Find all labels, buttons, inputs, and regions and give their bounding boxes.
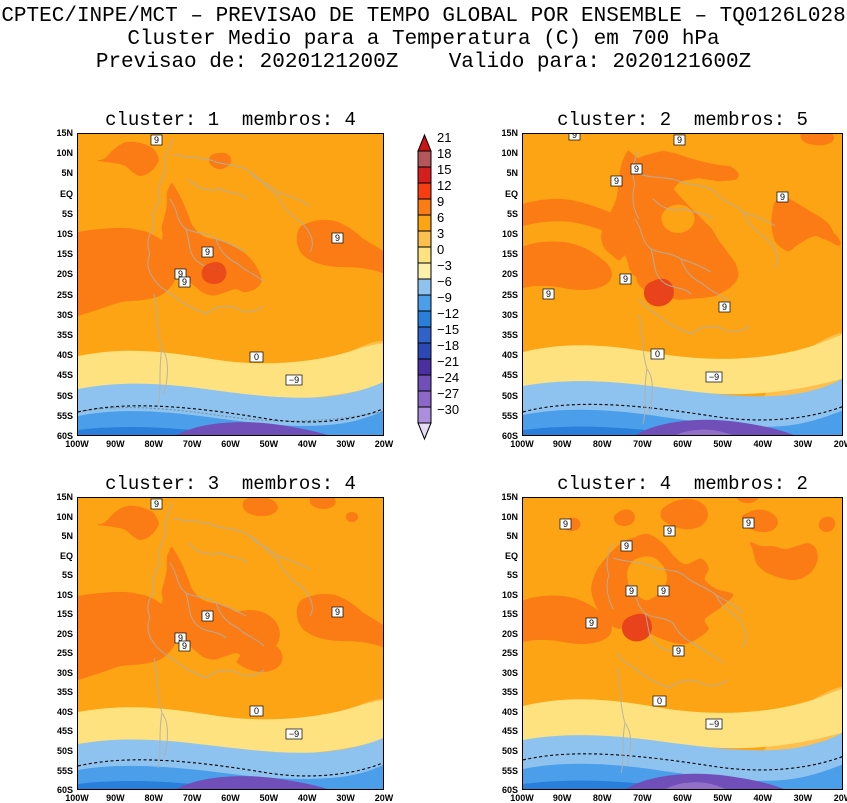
svg-text:9: 9	[677, 135, 682, 145]
svg-text:9: 9	[629, 586, 634, 596]
svg-text:9: 9	[722, 302, 727, 312]
svg-text:9: 9	[623, 274, 628, 284]
svg-text:−9: −9	[289, 729, 299, 739]
svg-text:0: 0	[657, 696, 662, 706]
svg-text:9: 9	[624, 541, 629, 551]
svg-text:9: 9	[182, 277, 187, 287]
svg-text:9: 9	[205, 247, 210, 257]
svg-text:9: 9	[182, 641, 187, 651]
svg-text:−9: −9	[709, 372, 719, 382]
svg-text:9: 9	[563, 519, 568, 529]
svg-text:9: 9	[546, 289, 551, 299]
svg-text:9: 9	[589, 618, 594, 628]
svg-text:9: 9	[634, 164, 639, 174]
svg-text:9: 9	[335, 607, 340, 617]
svg-text:9: 9	[335, 233, 340, 243]
svg-text:0: 0	[254, 352, 259, 362]
svg-text:9: 9	[746, 518, 751, 528]
svg-text:9: 9	[780, 192, 785, 202]
svg-text:9: 9	[661, 586, 666, 596]
svg-text:9: 9	[676, 646, 681, 656]
svg-text:−9: −9	[709, 719, 719, 729]
svg-text:9: 9	[614, 176, 619, 186]
svg-text:9: 9	[205, 611, 210, 621]
svg-text:9: 9	[154, 135, 159, 145]
svg-text:9: 9	[667, 526, 672, 536]
svg-text:9: 9	[572, 134, 577, 140]
svg-text:0: 0	[254, 706, 259, 716]
svg-text:0: 0	[655, 349, 660, 359]
svg-text:−9: −9	[289, 375, 299, 385]
svg-text:9: 9	[154, 499, 159, 509]
